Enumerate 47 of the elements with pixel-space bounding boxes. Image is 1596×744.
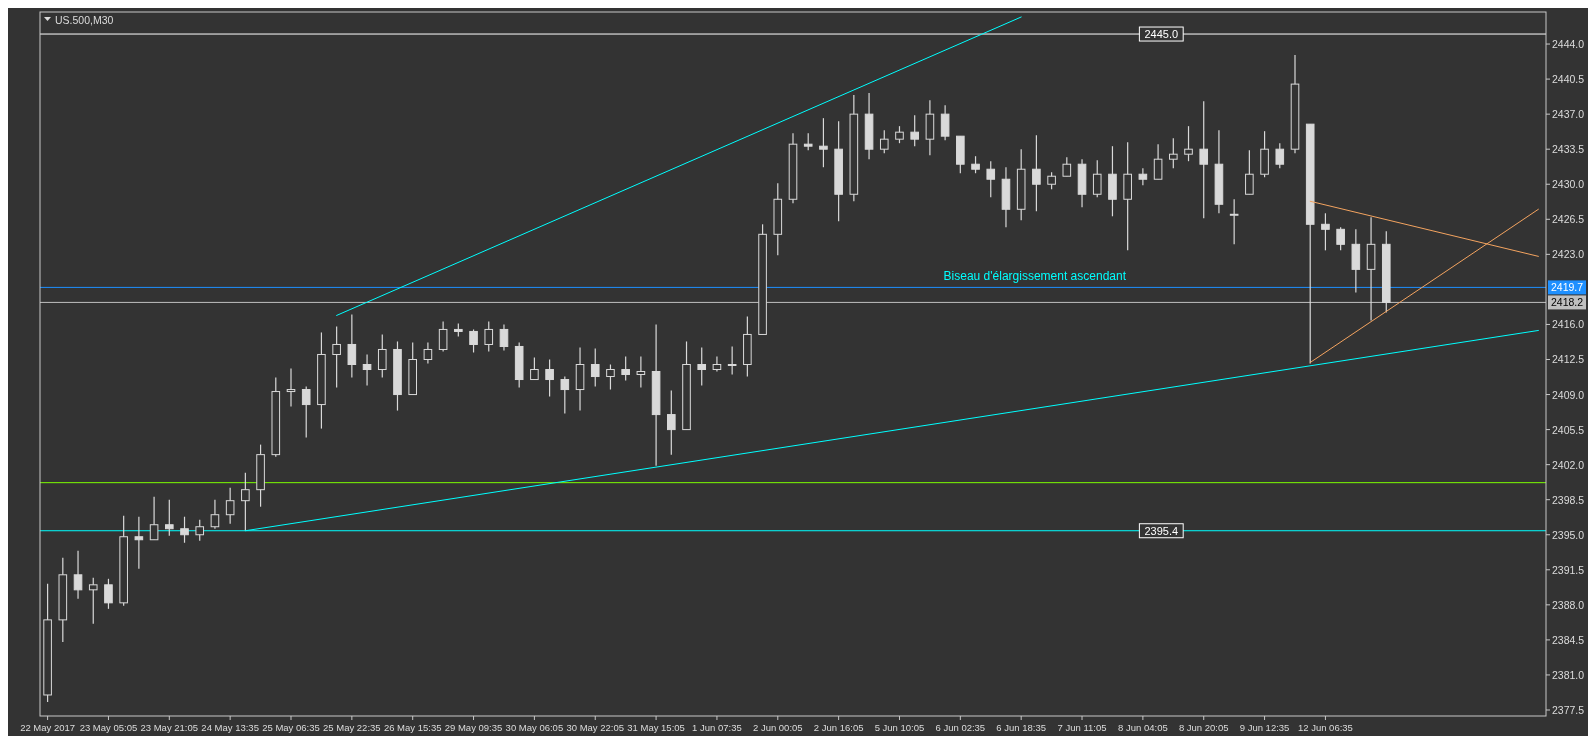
x-tick-label: 8 Jun 20:05 (1178, 722, 1229, 733)
chart-title: US.500,M30 (55, 14, 114, 26)
x-tick-label: 12 Jun 06:35 (1297, 722, 1353, 733)
annotation: 2445.0 (1144, 28, 1179, 41)
y-tick-label: 2395.0 (1552, 528, 1585, 541)
x-tick-label: 8 Jun 04:05 (1118, 722, 1168, 733)
x-tick-label: 1 Jun 07:35 (692, 722, 742, 733)
ref-line-label: 2419.7 (1551, 281, 1584, 294)
y-tick-label: 2409.0 (1552, 388, 1585, 401)
x-tick-label: 23 May 21:05 (140, 722, 199, 733)
x-tick-label: 25 May 06:35 (262, 722, 320, 733)
y-tick-label: 2412.5 (1552, 353, 1585, 366)
x-tick-label: 7 Jun 11:05 (1057, 722, 1107, 733)
y-tick-label: 2416.0 (1552, 318, 1585, 331)
x-tick-label: 24 May 13:35 (201, 722, 259, 733)
y-tick-label: 2433.5 (1552, 143, 1585, 156)
x-tick-label: 25 May 22:35 (323, 722, 381, 733)
x-tick-label: 29 May 09:35 (444, 722, 503, 733)
y-tick-label: 2423.0 (1552, 248, 1585, 261)
y-tick-label: 2384.5 (1552, 633, 1585, 646)
ref-line-label: 2418.2 (1551, 296, 1584, 309)
y-tick-label: 2388.0 (1552, 598, 1585, 611)
x-tick-label: 30 May 06:05 (505, 722, 564, 733)
x-tick-label: 2 Jun 16:05 (813, 722, 864, 733)
x-tick-label: 6 Jun 18:35 (996, 722, 1047, 733)
y-tick-label: 2391.5 (1552, 563, 1585, 576)
x-tick-label: 23 May 05:05 (79, 722, 138, 733)
y-tick-label: 2444.0 (1552, 38, 1585, 51)
x-tick-label: 9 Jun 12:35 (1239, 722, 1290, 733)
x-tick-label: 6 Jun 02:35 (935, 722, 986, 733)
y-tick-label: 2398.5 (1552, 493, 1585, 506)
x-tick-label: 26 May 15:35 (383, 722, 442, 733)
x-tick-label: 5 Jun 10:05 (874, 722, 925, 733)
x-tick-label: 2 Jun 00:05 (752, 722, 803, 733)
annotation: Biseau d'élargissement ascendant (943, 268, 1127, 283)
y-tick-label: 2377.5 (1552, 703, 1585, 716)
y-tick-label: 2426.5 (1552, 213, 1585, 226)
annotation: 2395.4 (1144, 524, 1179, 537)
y-tick-label: 2381.0 (1552, 668, 1585, 681)
x-tick-label: 31 May 15:05 (627, 722, 685, 733)
x-tick-label: 22 May 2017 (20, 722, 76, 733)
x-tick-label: 30 May 22:05 (566, 722, 625, 733)
y-tick-label: 2405.5 (1552, 423, 1585, 436)
y-tick-label: 2402.0 (1552, 458, 1585, 471)
y-tick-label: 2430.0 (1552, 178, 1585, 191)
y-tick-label: 2440.5 (1552, 73, 1585, 86)
y-tick-label: 2437.0 (1552, 108, 1585, 121)
